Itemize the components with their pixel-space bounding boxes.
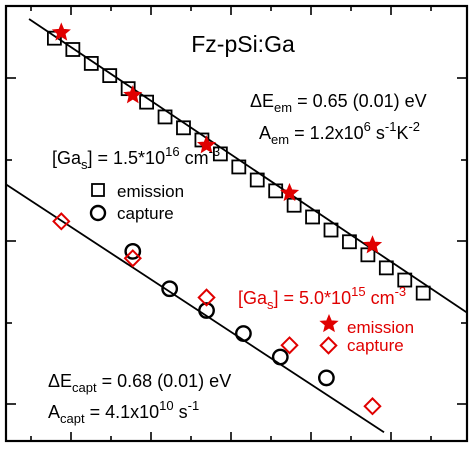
emission-star-point bbox=[123, 85, 143, 104]
emission-star-point bbox=[196, 135, 217, 154]
legend-black-capture-label: capture bbox=[117, 204, 174, 223]
chart-title: Fz-pSi:Ga bbox=[191, 31, 295, 57]
emission-square-point bbox=[102, 68, 118, 83]
emission-star-point bbox=[362, 235, 383, 254]
emission-prefactor-annotation: Aem = 1.2x106 s-1K-2 bbox=[259, 119, 420, 147]
capture-diamond-point bbox=[363, 397, 382, 416]
legend-diamond-icon bbox=[319, 336, 338, 355]
emission-star-point bbox=[51, 22, 71, 41]
fit-line bbox=[28, 18, 468, 314]
emission-energy-annotation: ΔEem = 0.65 (0.01) eV bbox=[250, 91, 427, 115]
capture-diamond-point bbox=[52, 212, 71, 231]
capture-circle-point bbox=[317, 369, 335, 387]
legend-red-capture-label: capture bbox=[347, 336, 404, 355]
emission-square-point bbox=[342, 234, 357, 250]
capture-circle-point bbox=[198, 302, 215, 319]
data-markers bbox=[47, 22, 431, 416]
legend-star-icon bbox=[319, 313, 339, 333]
emission-square-point bbox=[268, 183, 284, 199]
emission-square-point bbox=[415, 285, 431, 301]
capture-diamond-point bbox=[123, 249, 142, 268]
emission-square-point bbox=[212, 146, 228, 162]
legend-red-emission-label: emission bbox=[347, 318, 414, 337]
legend-black-heading: [Gas] = 1.5*1016 cm-3 bbox=[52, 144, 220, 172]
legend-square-icon bbox=[91, 183, 105, 197]
capture-diamond-point bbox=[197, 288, 216, 307]
emission-square-point bbox=[231, 159, 247, 175]
emission-square-point bbox=[249, 172, 265, 188]
emission-square-point bbox=[397, 272, 413, 288]
plot-frame bbox=[4, 4, 469, 443]
capture-circle-point bbox=[161, 280, 179, 298]
capture-circle-point bbox=[124, 242, 142, 260]
emission-square-point bbox=[83, 56, 99, 71]
emission-square-point bbox=[323, 222, 339, 238]
legend-red-heading: [Gas] = 5.0*1015 cm-3 bbox=[238, 284, 406, 312]
legend-black-emission-label: emission bbox=[117, 182, 184, 201]
emission-square-point bbox=[176, 120, 191, 136]
axes bbox=[4, 4, 469, 443]
capture-energy-annotation: ΔEcapt = 0.68 (0.01) eV bbox=[48, 371, 231, 395]
fit-lines bbox=[5, 18, 468, 434]
emission-square-point bbox=[139, 94, 155, 110]
capture-circle-point bbox=[271, 348, 289, 366]
legend-circle-icon bbox=[89, 204, 107, 222]
capture-circle-point bbox=[235, 325, 252, 342]
emission-square-point bbox=[65, 42, 81, 57]
capture-prefactor-annotation: Acapt = 4.1x1010 s-1 bbox=[48, 398, 199, 426]
emission-star-point bbox=[280, 182, 300, 202]
emission-square-point bbox=[157, 109, 173, 125]
emission-square-point bbox=[305, 209, 320, 225]
emission-square-point bbox=[378, 260, 394, 276]
capture-diamond-point bbox=[280, 336, 299, 355]
fit-line bbox=[5, 183, 385, 434]
